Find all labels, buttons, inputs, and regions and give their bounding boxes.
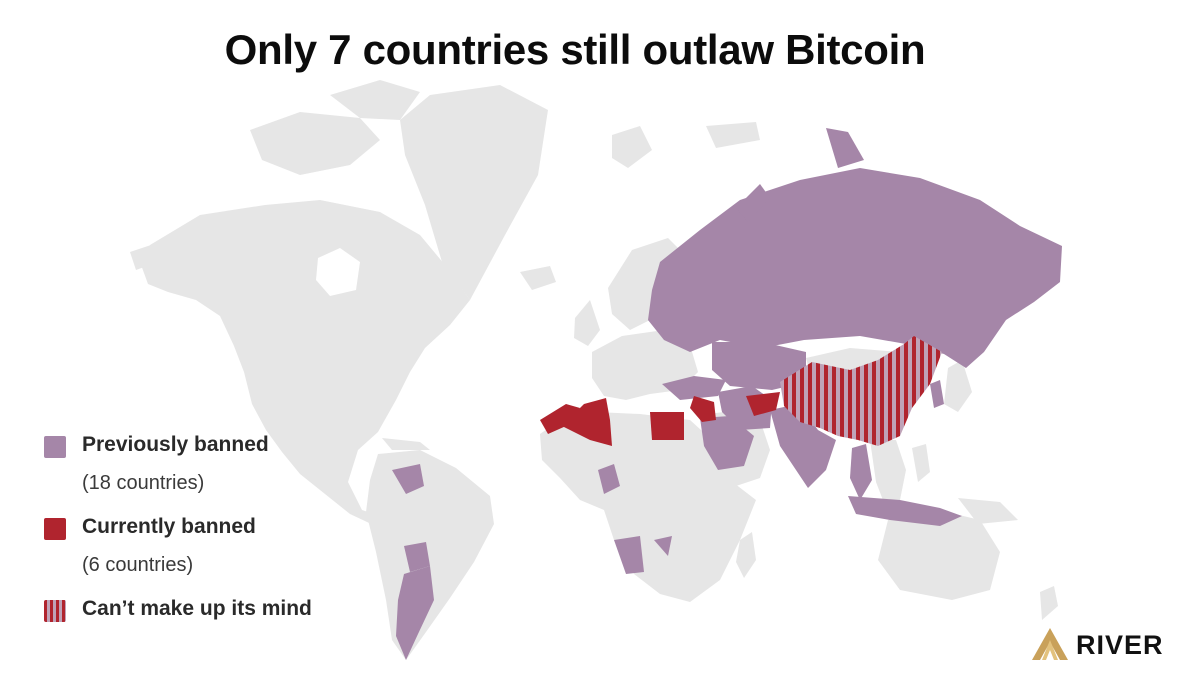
swatch-currently-banned xyxy=(44,518,66,540)
legend-label: Can’t make up its mind xyxy=(82,597,312,620)
legend-count: (6 countries) xyxy=(82,554,194,576)
legend-item-previously-banned: Previously banned (18 countries) xyxy=(44,430,374,512)
river-logo-icon xyxy=(1032,628,1068,660)
brand-logo: RIVER xyxy=(1030,626,1190,666)
legend: Previously banned (18 countries) Current… xyxy=(44,430,374,634)
brand-name: RIVER xyxy=(1076,630,1164,660)
page-title: Only 7 countries still outlaw Bitcoin xyxy=(224,26,926,73)
swatch-undecided xyxy=(44,600,66,622)
land-previously-banned xyxy=(392,128,1062,660)
legend-count: (18 countries) xyxy=(82,472,205,494)
swatch-previously-banned xyxy=(44,436,66,458)
land-currently-banned xyxy=(540,392,840,446)
legend-label: Previously banned xyxy=(82,433,269,456)
legend-item-currently-banned: Currently banned (6 countries) xyxy=(44,512,374,594)
land-undecided-china xyxy=(780,336,942,446)
legend-item-undecided: Can’t make up its mind xyxy=(44,594,374,634)
legend-label: Currently banned xyxy=(82,515,256,538)
